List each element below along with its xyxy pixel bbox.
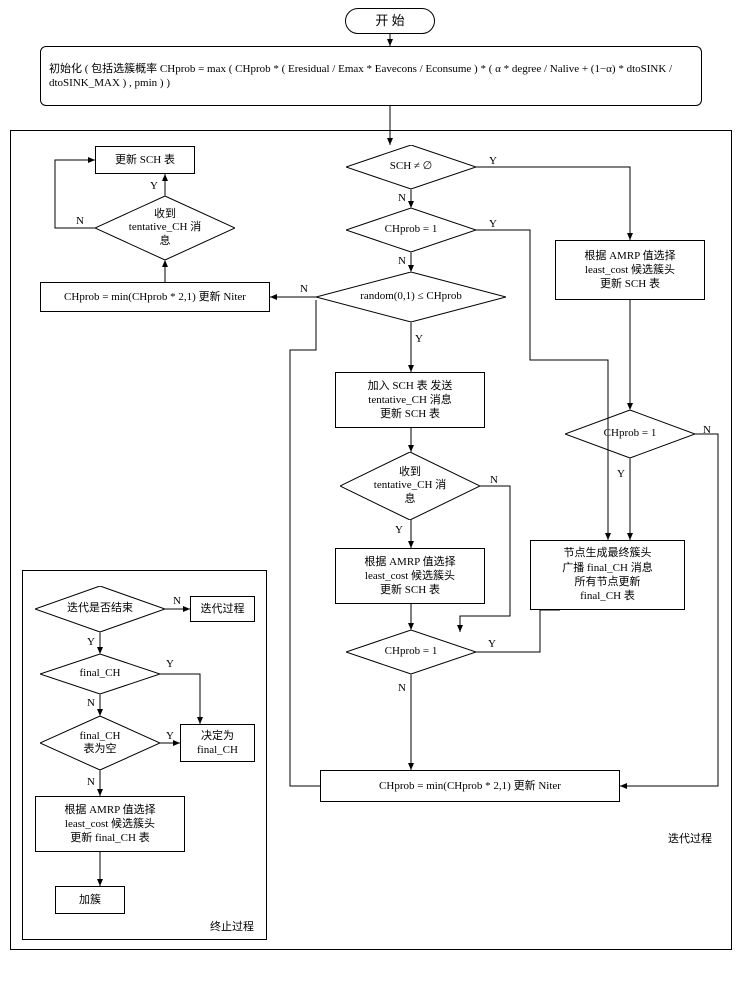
iter-proc-box: 迭代过程 [190, 596, 255, 622]
diamond-sch-nonempty: SCH ≠ ∅ [346, 145, 476, 189]
lbl-n9: N [87, 697, 95, 709]
join-sch: 加入 SCH 表 发送 tentative_CH 消息 更新 SCH 表 [335, 372, 485, 428]
diamond-iter-end: 迭代是否结束 [35, 586, 165, 632]
diamond-recv-tent-left: 收到 tentative_CH 消 息 [95, 196, 235, 260]
diamond-final-empty: final_CH 表为空 [40, 716, 160, 770]
diamond-chprob-a: CHprob = 1 [346, 208, 476, 252]
init-formula-text: 初始化 ( 包括选簇概率 CHprob = max ( CHprob * ( E… [49, 62, 693, 91]
lbl-y8: Y [87, 636, 95, 648]
diamond-iter-end-label: 迭代是否结束 [35, 586, 165, 632]
amrp-mid: 根据 AMRP 值选择 least_cost 候选簇头 更新 SCH 表 [335, 548, 485, 604]
diamond-recv-tent-mid: 收到 tentative_CH 消 息 [340, 452, 480, 520]
lbl-y2: Y [489, 218, 497, 230]
diamond-random: random(0,1) ≤ CHprob [316, 272, 506, 322]
decide-final: 决定为 final_CH [180, 724, 255, 762]
update-niter-bottom: CHprob = min(CHprob * 2,1) 更新 Niter [320, 770, 620, 802]
lbl-n3: N [300, 283, 308, 295]
lbl-y6: Y [488, 638, 496, 650]
diamond-sch-label: SCH ≠ ∅ [346, 145, 476, 189]
lbl-y3: Y [415, 333, 423, 345]
update-sch-left: 更新 SCH 表 [95, 146, 195, 174]
diamond-chprob-mid: CHprob = 1 [346, 630, 476, 674]
lbl-y9: Y [166, 658, 174, 670]
final-gen: 节点生成最终簇头 广播 final_CH 消息 所有节点更新 final_CH … [530, 540, 685, 610]
diamond-random-label: random(0,1) ≤ CHprob [316, 272, 506, 322]
diamond-chprob-right: CHprob = 1 [565, 410, 695, 458]
lbl-n5: N [490, 474, 498, 486]
diamond-final-empty-label: final_CH 表为空 [40, 716, 160, 770]
diamond-chprob-right-label: CHprob = 1 [565, 410, 695, 458]
lbl-n6: N [398, 682, 406, 694]
amrp-right: 根据 AMRP 值选择 least_cost 候选簇头 更新 SCH 表 [555, 240, 705, 300]
amrp-final: 根据 AMRP 值选择 least_cost 候选簇头 更新 final_CH … [35, 796, 185, 852]
lbl-n10: N [87, 776, 95, 788]
diamond-recv-tent-left-label: 收到 tentative_CH 消 息 [95, 196, 235, 260]
lbl-n4: N [76, 215, 84, 227]
diamond-chprob-a-label: CHprob = 1 [346, 208, 476, 252]
lbl-n2: N [398, 255, 406, 267]
lbl-y10: Y [166, 730, 174, 742]
iter-region-label: 迭代过程 [668, 830, 712, 846]
init-formula: 初始化 ( 包括选簇概率 CHprob = max ( CHprob * ( E… [40, 46, 702, 106]
lbl-n8: N [173, 595, 181, 607]
update-niter-left: CHprob = min(CHprob * 2,1) 更新 Niter [40, 282, 270, 312]
lbl-y4: Y [150, 180, 158, 192]
diamond-chprob-mid-label: CHprob = 1 [346, 630, 476, 674]
diamond-final-ch: final_CH [40, 654, 160, 694]
join-cluster: 加簇 [55, 886, 125, 914]
lbl-n1: N [398, 192, 406, 204]
term-region-label: 终止过程 [210, 918, 254, 934]
lbl-y5: Y [395, 524, 403, 536]
lbl-y7: Y [617, 468, 625, 480]
diamond-recv-tent-mid-label: 收到 tentative_CH 消 息 [340, 452, 480, 520]
start-node: 开 始 [345, 8, 435, 34]
diamond-final-ch-label: final_CH [40, 654, 160, 694]
lbl-y1: Y [489, 155, 497, 167]
lbl-n7: N [703, 424, 711, 436]
